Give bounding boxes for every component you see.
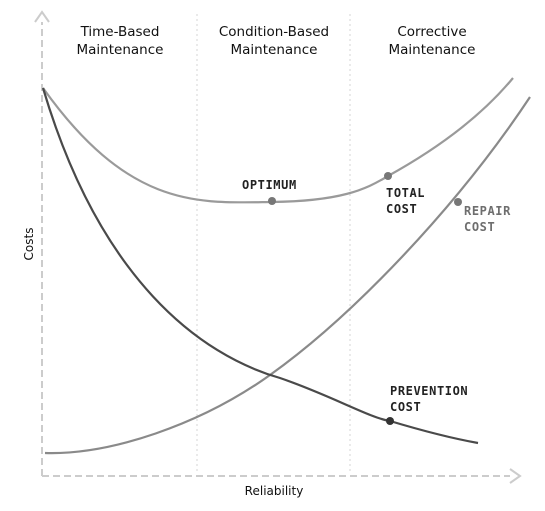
y-axis-arrow bbox=[34, 10, 50, 23]
zone-corrective-line1: Corrective bbox=[397, 24, 466, 40]
repair-cost-label-line1: REPAIR bbox=[464, 204, 511, 218]
prevention-cost-curve bbox=[41, 87, 479, 445]
prevention-cost-label-line1: PREVENTION bbox=[390, 384, 468, 398]
x-axis-arrow bbox=[509, 468, 522, 484]
total-cost-marker bbox=[384, 172, 392, 180]
total-cost-label-line2: COST bbox=[386, 202, 417, 216]
repair-cost-label-line2: COST bbox=[464, 220, 495, 234]
prevention-cost-marker bbox=[386, 417, 394, 425]
zone-condition-based-line1: Condition-Based bbox=[219, 24, 329, 40]
x-axis-label: Reliability bbox=[245, 484, 304, 498]
zone-corrective-line2: Maintenance bbox=[389, 42, 476, 58]
prevention-cost-label-line2: COST bbox=[390, 400, 421, 414]
repair-cost-curve bbox=[44, 96, 531, 455]
optimum-label: OPTIMUM bbox=[242, 178, 297, 192]
optimum-marker bbox=[268, 197, 276, 205]
zone-time-based-line2: Maintenance bbox=[77, 42, 164, 58]
y-axis-label: Costs bbox=[22, 228, 36, 261]
total-cost-label-line1: TOTAL bbox=[386, 186, 425, 200]
repair-cost-marker bbox=[454, 198, 462, 206]
total-cost-curve bbox=[42, 77, 514, 204]
zone-condition-based-line2: Maintenance bbox=[231, 42, 318, 58]
zone-time-based-line1: Time-Based bbox=[80, 24, 160, 40]
